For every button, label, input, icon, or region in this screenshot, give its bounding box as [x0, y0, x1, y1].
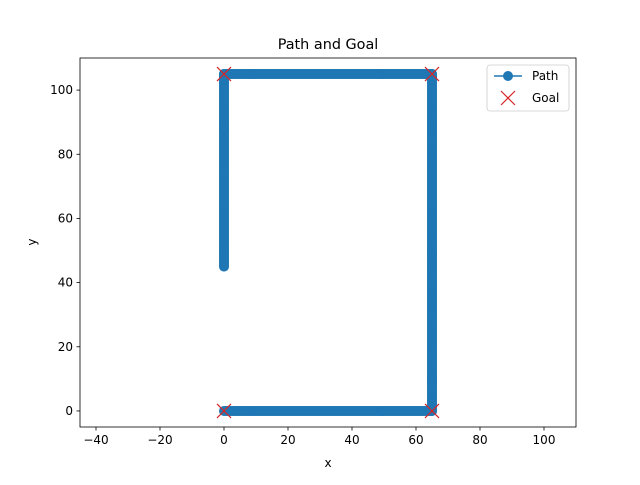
legend-goal-label: Goal [532, 91, 559, 105]
x-tick-label: 80 [472, 433, 487, 447]
y-tick-label: 40 [58, 276, 73, 290]
x-axis-label: x [324, 456, 331, 470]
x-tick-label: 60 [408, 433, 423, 447]
goal-marker [424, 403, 440, 419]
y-tick-label: 20 [58, 340, 73, 354]
x-tick-label: 40 [344, 433, 359, 447]
goal-marker [424, 66, 440, 82]
y-tick-label: 0 [65, 404, 73, 418]
y-axis-label: y [25, 238, 39, 245]
x-tick-label: 0 [220, 433, 228, 447]
y-tick-label: 60 [58, 211, 73, 225]
legend: Path Goal [486, 64, 570, 112]
x-axis-ticks: −40 −20 0 20 40 60 80 100 [83, 427, 555, 447]
legend-path-label: Path [532, 69, 558, 83]
y-tick-label: 80 [58, 147, 73, 161]
chart-title: Path and Goal [278, 37, 379, 53]
legend-path-marker [503, 71, 513, 81]
y-tick-label: 100 [50, 83, 73, 97]
path-series-markers [219, 69, 437, 416]
x-tick-label: 100 [533, 433, 556, 447]
x-tick-label: −20 [147, 433, 172, 447]
legend-goal-marker [500, 90, 516, 106]
x-tick-label: −40 [83, 433, 108, 447]
plot-layer [216, 66, 440, 419]
goal-marker [216, 403, 232, 419]
x-tick-label: 20 [280, 433, 295, 447]
y-axis-ticks: 0 20 40 60 80 100 [50, 83, 80, 418]
axes-frame [79, 57, 577, 428]
goal-marker [216, 66, 232, 82]
